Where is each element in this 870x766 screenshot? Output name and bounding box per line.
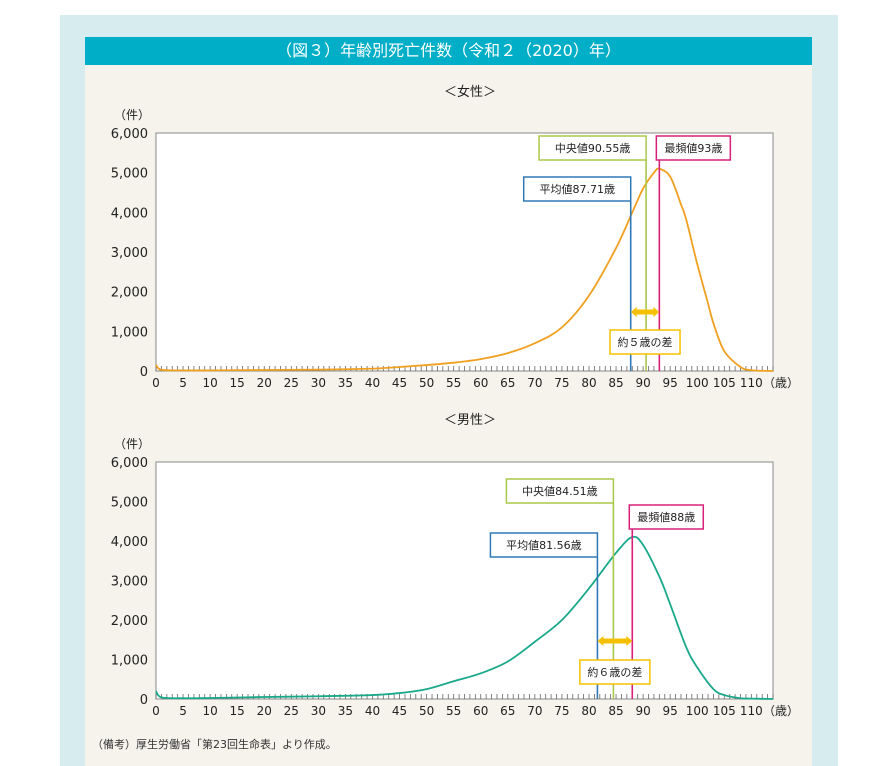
x-axis-label: （歳） bbox=[763, 376, 799, 390]
x-tick-label: 55 bbox=[446, 376, 461, 390]
y-tick-label: 6,000 bbox=[111, 127, 148, 142]
plot-area bbox=[155, 461, 774, 700]
y-tick-label: 1,000 bbox=[111, 325, 148, 340]
mode-label: 最頻値88歳 bbox=[637, 510, 695, 524]
difference-label: 約５歳の差 bbox=[618, 335, 673, 349]
y-tick-label: 6,000 bbox=[111, 456, 148, 471]
x-tick-label: 5 bbox=[179, 704, 187, 718]
y-tick-label: 5,000 bbox=[111, 167, 148, 182]
difference-label-box bbox=[579, 659, 651, 685]
x-tick-label: 10 bbox=[202, 376, 217, 390]
y-tick-label: 5,000 bbox=[111, 496, 148, 511]
x-tick-label: 90 bbox=[635, 704, 650, 718]
footnote: （備考）厚生労働省「第23回生命表」より作成。 bbox=[92, 738, 337, 751]
x-tick-label: 80 bbox=[581, 704, 596, 718]
x-axis-label: （歳） bbox=[763, 704, 799, 718]
x-tick-label: 0 bbox=[152, 376, 160, 390]
median-label-box bbox=[505, 478, 615, 504]
x-tick-label: 105 bbox=[713, 376, 736, 390]
y-tick-label: 0 bbox=[140, 693, 148, 708]
difference-arrow bbox=[597, 636, 633, 646]
x-tick-label: 15 bbox=[230, 376, 245, 390]
x-tick-label: 110 bbox=[740, 704, 763, 718]
chart-title: ＜女性＞ bbox=[444, 84, 496, 100]
x-tick-label: 55 bbox=[446, 704, 461, 718]
x-tick-label: 50 bbox=[419, 704, 434, 718]
x-tick-label: 30 bbox=[311, 376, 326, 390]
mode-label-box bbox=[628, 504, 705, 530]
x-tick-label: 5 bbox=[179, 376, 187, 390]
mode-label: 最頻値93歳 bbox=[664, 141, 722, 155]
x-tick-label: 0 bbox=[152, 704, 160, 718]
difference-arrow bbox=[630, 307, 660, 317]
x-tick-label: 20 bbox=[257, 704, 272, 718]
y-axis-label: （件） bbox=[114, 437, 150, 451]
chart-title: ＜男性＞ bbox=[444, 413, 496, 428]
female-death-curve bbox=[155, 167, 774, 372]
x-tick-label: 35 bbox=[338, 376, 353, 390]
x-tick-label: 15 bbox=[230, 704, 245, 718]
mean-label: 平均値81.56歳 bbox=[506, 539, 582, 552]
difference-label-box bbox=[609, 329, 681, 355]
x-tick-label: 105 bbox=[713, 704, 736, 718]
figure-title: （図３）年齢別死亡件数（令和２（2020）年） bbox=[85, 37, 812, 65]
x-tick-label: 65 bbox=[500, 376, 515, 390]
x-tick-label: 20 bbox=[257, 376, 272, 390]
median-label-box bbox=[538, 135, 647, 161]
x-tick-label: 45 bbox=[392, 376, 407, 390]
mean-label-box bbox=[489, 532, 599, 558]
x-tick-label: 95 bbox=[663, 704, 678, 718]
x-tick-label: 45 bbox=[392, 704, 407, 718]
x-tick-label: 85 bbox=[608, 704, 623, 718]
y-tick-label: 3,000 bbox=[111, 246, 148, 261]
y-axis-label: （件） bbox=[114, 108, 150, 122]
x-tick-label: 70 bbox=[527, 704, 542, 718]
x-tick-label: 100 bbox=[686, 704, 709, 718]
x-tick-label: 40 bbox=[365, 704, 380, 718]
x-tick-label: 85 bbox=[608, 376, 623, 390]
x-tick-label: 65 bbox=[500, 704, 515, 718]
x-tick-label: 100 bbox=[686, 376, 709, 390]
mean-label: 平均値87.71歳 bbox=[539, 183, 615, 196]
x-tick-label: 50 bbox=[419, 376, 434, 390]
x-tick-label: 25 bbox=[284, 376, 299, 390]
y-tick-label: 0 bbox=[140, 365, 148, 380]
mean-label-box bbox=[522, 176, 632, 202]
x-tick-label: 95 bbox=[663, 376, 678, 390]
x-tick-label: 25 bbox=[284, 704, 299, 718]
y-tick-label: 4,000 bbox=[111, 206, 148, 221]
x-tick-label: 75 bbox=[554, 704, 569, 718]
median-label: 中央値84.51歳 bbox=[522, 485, 598, 498]
y-tick-label: 2,000 bbox=[111, 614, 148, 629]
x-tick-label: 75 bbox=[554, 376, 569, 390]
y-tick-label: 4,000 bbox=[111, 535, 148, 550]
difference-label: 約６歳の差 bbox=[587, 665, 642, 679]
x-tick-label: 90 bbox=[635, 376, 650, 390]
x-tick-label: 10 bbox=[202, 704, 217, 718]
mode-label-box bbox=[655, 135, 732, 161]
x-tick-label: 40 bbox=[365, 376, 380, 390]
y-tick-label: 3,000 bbox=[111, 575, 148, 590]
x-tick-label: 60 bbox=[473, 376, 488, 390]
x-tick-label: 35 bbox=[338, 704, 353, 718]
y-tick-label: 1,000 bbox=[111, 654, 148, 669]
y-tick-label: 2,000 bbox=[111, 286, 148, 301]
x-tick-label: 30 bbox=[311, 704, 326, 718]
x-tick-label: 70 bbox=[527, 376, 542, 390]
median-label: 中央値90.55歳 bbox=[555, 142, 631, 155]
x-tick-label: 110 bbox=[740, 376, 763, 390]
x-tick-label: 60 bbox=[473, 704, 488, 718]
x-tick-label: 80 bbox=[581, 376, 596, 390]
